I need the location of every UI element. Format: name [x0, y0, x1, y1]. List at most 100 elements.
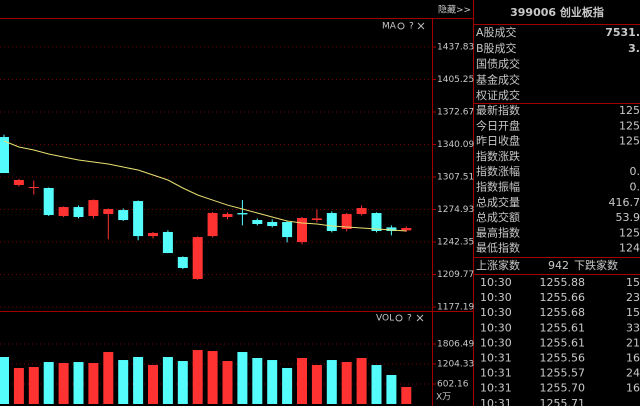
candle-body: [0, 137, 9, 174]
tick-time: 10:31: [480, 382, 512, 395]
candle-body: [237, 213, 248, 215]
candle-body: [73, 207, 84, 218]
candle-body: [103, 209, 114, 215]
tick-time: 10:31: [480, 352, 512, 365]
volume-bar: [282, 367, 293, 404]
tick-volume: 21: [626, 336, 640, 349]
volume-bar: [311, 365, 322, 404]
volume-bar: [148, 365, 158, 404]
close-icon[interactable]: [417, 22, 425, 30]
breadth-up-label: 上涨家数: [476, 258, 520, 272]
volume-bar: [43, 362, 54, 404]
tick-price: 1255.61: [540, 336, 586, 349]
candle-body: [401, 227, 412, 231]
candle-body: [297, 218, 307, 243]
tick-time: 10:30: [480, 291, 512, 304]
tick-volume: 33: [626, 321, 640, 334]
close-icon[interactable]: [416, 314, 424, 322]
candle-body: [282, 222, 293, 238]
stat-value: 416.7: [609, 196, 640, 209]
candle-body: [162, 231, 173, 254]
candle-body: [207, 213, 218, 237]
candle-body: [28, 186, 39, 188]
candle-body: [267, 222, 278, 227]
volume-bar: [103, 352, 114, 404]
candle-body: [118, 210, 129, 221]
stat-value: 125: [619, 119, 640, 132]
candle-body: [133, 201, 144, 237]
stat-value: 125: [619, 104, 640, 117]
summary-label: 基金成交: [476, 72, 520, 86]
tick-time: 10:30: [480, 306, 512, 319]
tick-volume: 16: [626, 352, 640, 365]
stat-value: 0.: [630, 181, 640, 194]
tick-time: 10:31: [480, 397, 512, 406]
tick-price: 1255.68: [540, 306, 586, 319]
y-tick-label: 1209.77: [437, 270, 474, 280]
y-tick-label: 1274.93: [437, 205, 474, 215]
help-icon[interactable]: ?: [409, 22, 414, 32]
settings-icon[interactable]: [395, 314, 403, 322]
stat-label: 总成交额: [476, 210, 520, 224]
stat-value: 53.9: [616, 211, 640, 224]
candle-body: [356, 208, 367, 215]
volume-bar: [326, 360, 337, 404]
y-tick-label: 1372.67: [437, 108, 474, 118]
volume-bar: [58, 363, 69, 404]
volume-bar: [192, 350, 203, 404]
tick-price: 1255.61: [540, 321, 586, 334]
stat-label: 最新指数: [476, 103, 520, 117]
candle-body: [148, 232, 158, 237]
volume-bar: [133, 357, 144, 404]
tick-time: 10:30: [480, 321, 512, 334]
tick-price: 1255.56: [540, 352, 586, 365]
candle-body: [13, 180, 24, 185]
volume-bar: [207, 351, 218, 404]
volume-bar: [28, 367, 39, 404]
volume-bar: [267, 360, 278, 404]
candle-body: [58, 207, 69, 217]
ma-icons: ?: [397, 22, 425, 32]
y-tick-label: 1177.19: [437, 303, 474, 313]
volume-bar: [222, 361, 233, 404]
tick-volume: 16: [626, 382, 640, 395]
tick-volume: 23: [626, 291, 640, 304]
ma-line: [3, 140, 407, 232]
candle-body: [371, 213, 382, 231]
y-tick-label: 1307.51: [437, 173, 474, 183]
volume-bar: [341, 362, 352, 404]
tick-time: 10:30: [480, 336, 512, 349]
candle-body: [192, 237, 203, 279]
stat-label: 昨日收盘: [476, 134, 520, 148]
hide-button[interactable]: 隐藏>>: [438, 4, 471, 16]
candle-body: [252, 220, 263, 225]
candle-body: [222, 214, 233, 218]
y-tick-label: 1437.83: [437, 43, 474, 53]
vol-icons: ?: [395, 314, 424, 324]
stat-value: 0.: [630, 165, 640, 178]
tick-time: 10:30: [480, 276, 512, 289]
summary-label: B股成交: [476, 41, 517, 55]
y-tick-label: 1204.33: [437, 360, 474, 370]
tick-price: 1255.57: [540, 367, 586, 380]
summary-label: A股成交: [476, 25, 517, 39]
stat-label: 最低指数: [476, 241, 520, 255]
tick-price: 1255.71: [540, 397, 586, 406]
candle-body: [386, 227, 397, 231]
panel-title: 399006 创业板指: [510, 5, 604, 19]
help-icon[interactable]: ?: [407, 314, 412, 324]
vol-unit: X万: [436, 393, 451, 403]
volume-bar: [237, 352, 248, 404]
volume-bar: [177, 361, 188, 404]
y-tick-label: 1242.35: [437, 238, 474, 248]
settings-icon[interactable]: [397, 22, 405, 30]
volume-bar: [88, 363, 99, 404]
tick-price: 1255.70: [540, 382, 586, 395]
tick-price: 1255.66: [540, 291, 586, 304]
stat-label: 总成交量: [476, 195, 520, 209]
tick-volume: 15: [626, 276, 640, 289]
summary-label: 权证成交: [476, 88, 520, 102]
volume-bar: [118, 360, 129, 404]
candle-body: [177, 257, 188, 269]
